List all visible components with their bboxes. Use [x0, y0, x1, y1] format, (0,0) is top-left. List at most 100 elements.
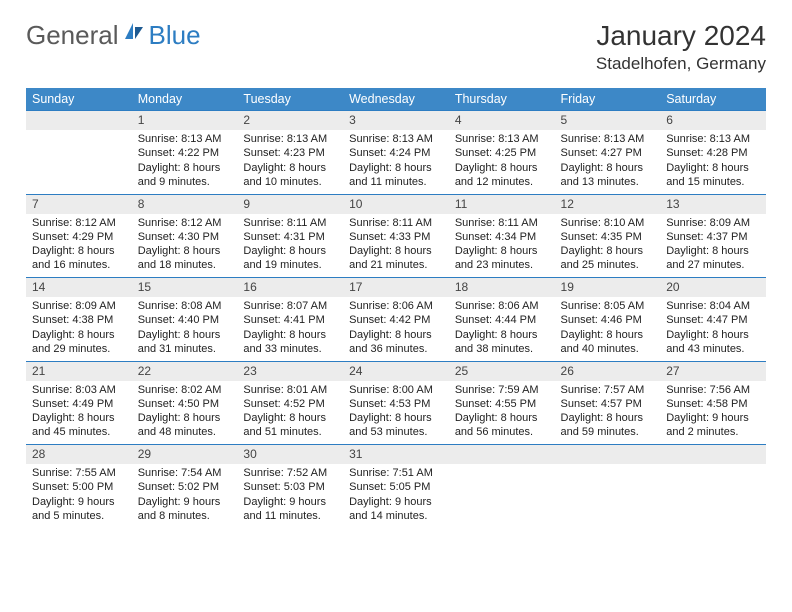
calendar-day-cell: 22Sunrise: 8:02 AMSunset: 4:50 PMDayligh…	[132, 362, 238, 445]
calendar-day-cell: 17Sunrise: 8:06 AMSunset: 4:42 PMDayligh…	[343, 278, 449, 361]
sunset-line: Sunset: 4:47 PM	[666, 313, 760, 327]
sunset-line: Sunset: 4:53 PM	[349, 397, 443, 411]
sunset-line: Sunset: 4:31 PM	[243, 230, 337, 244]
daylight-line: Daylight: 8 hours and 12 minutes.	[455, 161, 549, 189]
daylight-line: Daylight: 8 hours and 56 minutes.	[455, 411, 549, 439]
calendar-day-cell: 15Sunrise: 8:08 AMSunset: 4:40 PMDayligh…	[132, 278, 238, 361]
day-details: Sunrise: 8:12 AMSunset: 4:30 PMDaylight:…	[132, 214, 238, 276]
sunrise-line: Sunrise: 8:11 AM	[455, 216, 549, 230]
daylight-line: Daylight: 8 hours and 48 minutes.	[138, 411, 232, 439]
sunrise-line: Sunrise: 8:06 AM	[455, 299, 549, 313]
day-number: 2	[237, 111, 343, 130]
day-details: Sunrise: 7:55 AMSunset: 5:00 PMDaylight:…	[26, 464, 132, 526]
day-number: 10	[343, 195, 449, 214]
calendar-day-cell: 6Sunrise: 8:13 AMSunset: 4:28 PMDaylight…	[660, 111, 766, 194]
day-number: 7	[26, 195, 132, 214]
day-number: 4	[449, 111, 555, 130]
day-number	[555, 445, 661, 464]
calendar-day-cell: 28Sunrise: 7:55 AMSunset: 5:00 PMDayligh…	[26, 445, 132, 528]
day-details: Sunrise: 8:12 AMSunset: 4:29 PMDaylight:…	[26, 214, 132, 276]
day-number: 24	[343, 362, 449, 381]
daylight-line: Daylight: 9 hours and 5 minutes.	[32, 495, 126, 523]
sunset-line: Sunset: 4:35 PM	[561, 230, 655, 244]
sunset-line: Sunset: 4:58 PM	[666, 397, 760, 411]
day-details: Sunrise: 8:11 AMSunset: 4:34 PMDaylight:…	[449, 214, 555, 276]
sunrise-line: Sunrise: 7:55 AM	[32, 466, 126, 480]
daylight-line: Daylight: 8 hours and 23 minutes.	[455, 244, 549, 272]
day-number: 5	[555, 111, 661, 130]
day-number: 23	[237, 362, 343, 381]
day-number: 17	[343, 278, 449, 297]
sunrise-line: Sunrise: 8:02 AM	[138, 383, 232, 397]
daylight-line: Daylight: 8 hours and 43 minutes.	[666, 328, 760, 356]
calendar-day-cell: 24Sunrise: 8:00 AMSunset: 4:53 PMDayligh…	[343, 362, 449, 445]
day-details: Sunrise: 8:11 AMSunset: 4:33 PMDaylight:…	[343, 214, 449, 276]
day-number	[449, 445, 555, 464]
sunrise-line: Sunrise: 8:01 AM	[243, 383, 337, 397]
logo-text-blue: Blue	[149, 20, 201, 51]
day-details: Sunrise: 8:13 AMSunset: 4:23 PMDaylight:…	[237, 130, 343, 192]
daylight-line: Daylight: 8 hours and 53 minutes.	[349, 411, 443, 439]
sunset-line: Sunset: 4:28 PM	[666, 146, 760, 160]
day-number: 27	[660, 362, 766, 381]
day-details: Sunrise: 8:09 AMSunset: 4:37 PMDaylight:…	[660, 214, 766, 276]
sunrise-line: Sunrise: 7:52 AM	[243, 466, 337, 480]
calendar-day-cell: 14Sunrise: 8:09 AMSunset: 4:38 PMDayligh…	[26, 278, 132, 361]
calendar-day-cell: 30Sunrise: 7:52 AMSunset: 5:03 PMDayligh…	[237, 445, 343, 528]
daylight-line: Daylight: 8 hours and 59 minutes.	[561, 411, 655, 439]
sunset-line: Sunset: 5:02 PM	[138, 480, 232, 494]
sunrise-line: Sunrise: 8:07 AM	[243, 299, 337, 313]
day-details: Sunrise: 8:06 AMSunset: 4:42 PMDaylight:…	[343, 297, 449, 359]
day-details: Sunrise: 8:01 AMSunset: 4:52 PMDaylight:…	[237, 381, 343, 443]
sunrise-line: Sunrise: 7:57 AM	[561, 383, 655, 397]
day-details: Sunrise: 7:52 AMSunset: 5:03 PMDaylight:…	[237, 464, 343, 526]
calendar-day-cell: 9Sunrise: 8:11 AMSunset: 4:31 PMDaylight…	[237, 195, 343, 278]
calendar-day-cell: 18Sunrise: 8:06 AMSunset: 4:44 PMDayligh…	[449, 278, 555, 361]
calendar-day-cell: 5Sunrise: 8:13 AMSunset: 4:27 PMDaylight…	[555, 111, 661, 194]
daylight-line: Daylight: 8 hours and 25 minutes.	[561, 244, 655, 272]
sunset-line: Sunset: 4:42 PM	[349, 313, 443, 327]
sunset-line: Sunset: 4:37 PM	[666, 230, 760, 244]
calendar-week-row: 7Sunrise: 8:12 AMSunset: 4:29 PMDaylight…	[26, 195, 766, 278]
weekday-header: Wednesday	[343, 88, 449, 111]
daylight-line: Daylight: 8 hours and 36 minutes.	[349, 328, 443, 356]
day-number	[26, 111, 132, 130]
calendar-day-cell: 29Sunrise: 7:54 AMSunset: 5:02 PMDayligh…	[132, 445, 238, 528]
sunrise-line: Sunrise: 7:59 AM	[455, 383, 549, 397]
day-number: 30	[237, 445, 343, 464]
sunrise-line: Sunrise: 7:56 AM	[666, 383, 760, 397]
day-number: 19	[555, 278, 661, 297]
daylight-line: Daylight: 8 hours and 18 minutes.	[138, 244, 232, 272]
calendar-day-cell: 16Sunrise: 8:07 AMSunset: 4:41 PMDayligh…	[237, 278, 343, 361]
sunrise-line: Sunrise: 8:11 AM	[349, 216, 443, 230]
day-details: Sunrise: 8:13 AMSunset: 4:22 PMDaylight:…	[132, 130, 238, 192]
day-details: Sunrise: 7:51 AMSunset: 5:05 PMDaylight:…	[343, 464, 449, 526]
daylight-line: Daylight: 8 hours and 16 minutes.	[32, 244, 126, 272]
daylight-line: Daylight: 9 hours and 14 minutes.	[349, 495, 443, 523]
sunrise-line: Sunrise: 8:10 AM	[561, 216, 655, 230]
day-number: 22	[132, 362, 238, 381]
sunrise-line: Sunrise: 8:00 AM	[349, 383, 443, 397]
sunset-line: Sunset: 5:00 PM	[32, 480, 126, 494]
day-number: 11	[449, 195, 555, 214]
day-details: Sunrise: 8:00 AMSunset: 4:53 PMDaylight:…	[343, 381, 449, 443]
calendar-day-cell: 8Sunrise: 8:12 AMSunset: 4:30 PMDaylight…	[132, 195, 238, 278]
weekday-header: Friday	[555, 88, 661, 111]
page-header: General Blue January 2024 Stadelhofen, G…	[26, 20, 766, 74]
daylight-line: Daylight: 8 hours and 11 minutes.	[349, 161, 443, 189]
sunrise-line: Sunrise: 8:12 AM	[138, 216, 232, 230]
sunset-line: Sunset: 4:34 PM	[455, 230, 549, 244]
day-details: Sunrise: 8:11 AMSunset: 4:31 PMDaylight:…	[237, 214, 343, 276]
day-details: Sunrise: 8:10 AMSunset: 4:35 PMDaylight:…	[555, 214, 661, 276]
day-number: 31	[343, 445, 449, 464]
calendar-day-cell: 11Sunrise: 8:11 AMSunset: 4:34 PMDayligh…	[449, 195, 555, 278]
day-details: Sunrise: 8:13 AMSunset: 4:28 PMDaylight:…	[660, 130, 766, 192]
logo-text-general: General	[26, 20, 119, 51]
calendar-day-cell: 4Sunrise: 8:13 AMSunset: 4:25 PMDaylight…	[449, 111, 555, 194]
calendar-day-cell: 23Sunrise: 8:01 AMSunset: 4:52 PMDayligh…	[237, 362, 343, 445]
day-details: Sunrise: 7:59 AMSunset: 4:55 PMDaylight:…	[449, 381, 555, 443]
calendar-day-cell	[555, 445, 661, 528]
weekday-header: Thursday	[449, 88, 555, 111]
day-number: 15	[132, 278, 238, 297]
calendar-day-cell: 27Sunrise: 7:56 AMSunset: 4:58 PMDayligh…	[660, 362, 766, 445]
